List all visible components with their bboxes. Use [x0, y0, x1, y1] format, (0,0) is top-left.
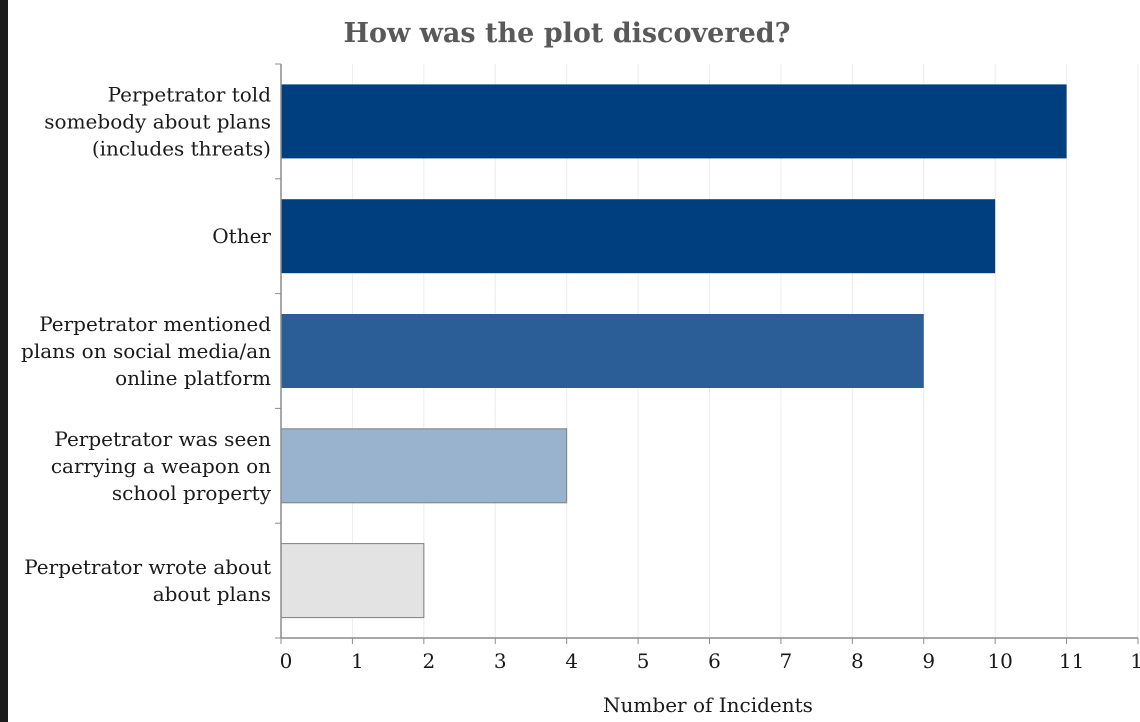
x-tick-label: 10: [987, 649, 1012, 673]
x-tick-label: 8: [851, 649, 864, 673]
x-tick-label: 11: [1059, 649, 1084, 673]
tick-labels: 0123456789101112: [280, 649, 1140, 673]
x-tick-label: 7: [780, 649, 793, 673]
category-label: Other: [212, 224, 271, 248]
bar-2: [281, 314, 924, 388]
x-tick-label: 0: [280, 649, 293, 673]
x-tick-label: 3: [494, 649, 507, 673]
category-label: Perpetrator was seen: [54, 427, 271, 451]
category-label: school property: [112, 481, 272, 505]
chart-panel: How was the plot discovered? Perpetrator…: [8, 0, 1140, 722]
category-label: (includes threats): [92, 136, 271, 160]
category-label: online platform: [115, 366, 271, 390]
category-label: carrying a weapon on: [51, 454, 271, 478]
category-label: plans on social media/an: [21, 339, 271, 363]
axes: [275, 63, 1139, 644]
x-tick-label: 6: [708, 649, 721, 673]
bar-4: [280, 543, 425, 619]
bar-3: [280, 428, 568, 504]
x-tick-label: 12: [1130, 649, 1140, 673]
category-label: Perpetrator mentioned: [39, 312, 271, 336]
x-tick-label: 1: [351, 649, 364, 673]
x-axis-title: Number of Incidents: [603, 693, 813, 717]
bar-chart: How was the plot discovered? Perpetrator…: [21, 18, 1140, 717]
x-tick-label: 4: [565, 649, 578, 673]
category-label: somebody about plans: [44, 109, 271, 133]
x-tick-label: 5: [637, 649, 650, 673]
category-label: Perpetrator told: [108, 82, 272, 106]
bars: [280, 84, 1067, 619]
bar-0: [281, 84, 1067, 159]
x-tick-label: 2: [422, 649, 435, 673]
category-labels: Perpetrator told somebody about plans (inc…: [21, 82, 272, 606]
bar-1: [281, 199, 996, 274]
chart-title: How was the plot discovered?: [344, 18, 791, 49]
x-tick-label: 9: [922, 649, 935, 673]
category-label: about plans: [153, 582, 271, 606]
category-label: Perpetrator wrote about: [24, 555, 271, 579]
